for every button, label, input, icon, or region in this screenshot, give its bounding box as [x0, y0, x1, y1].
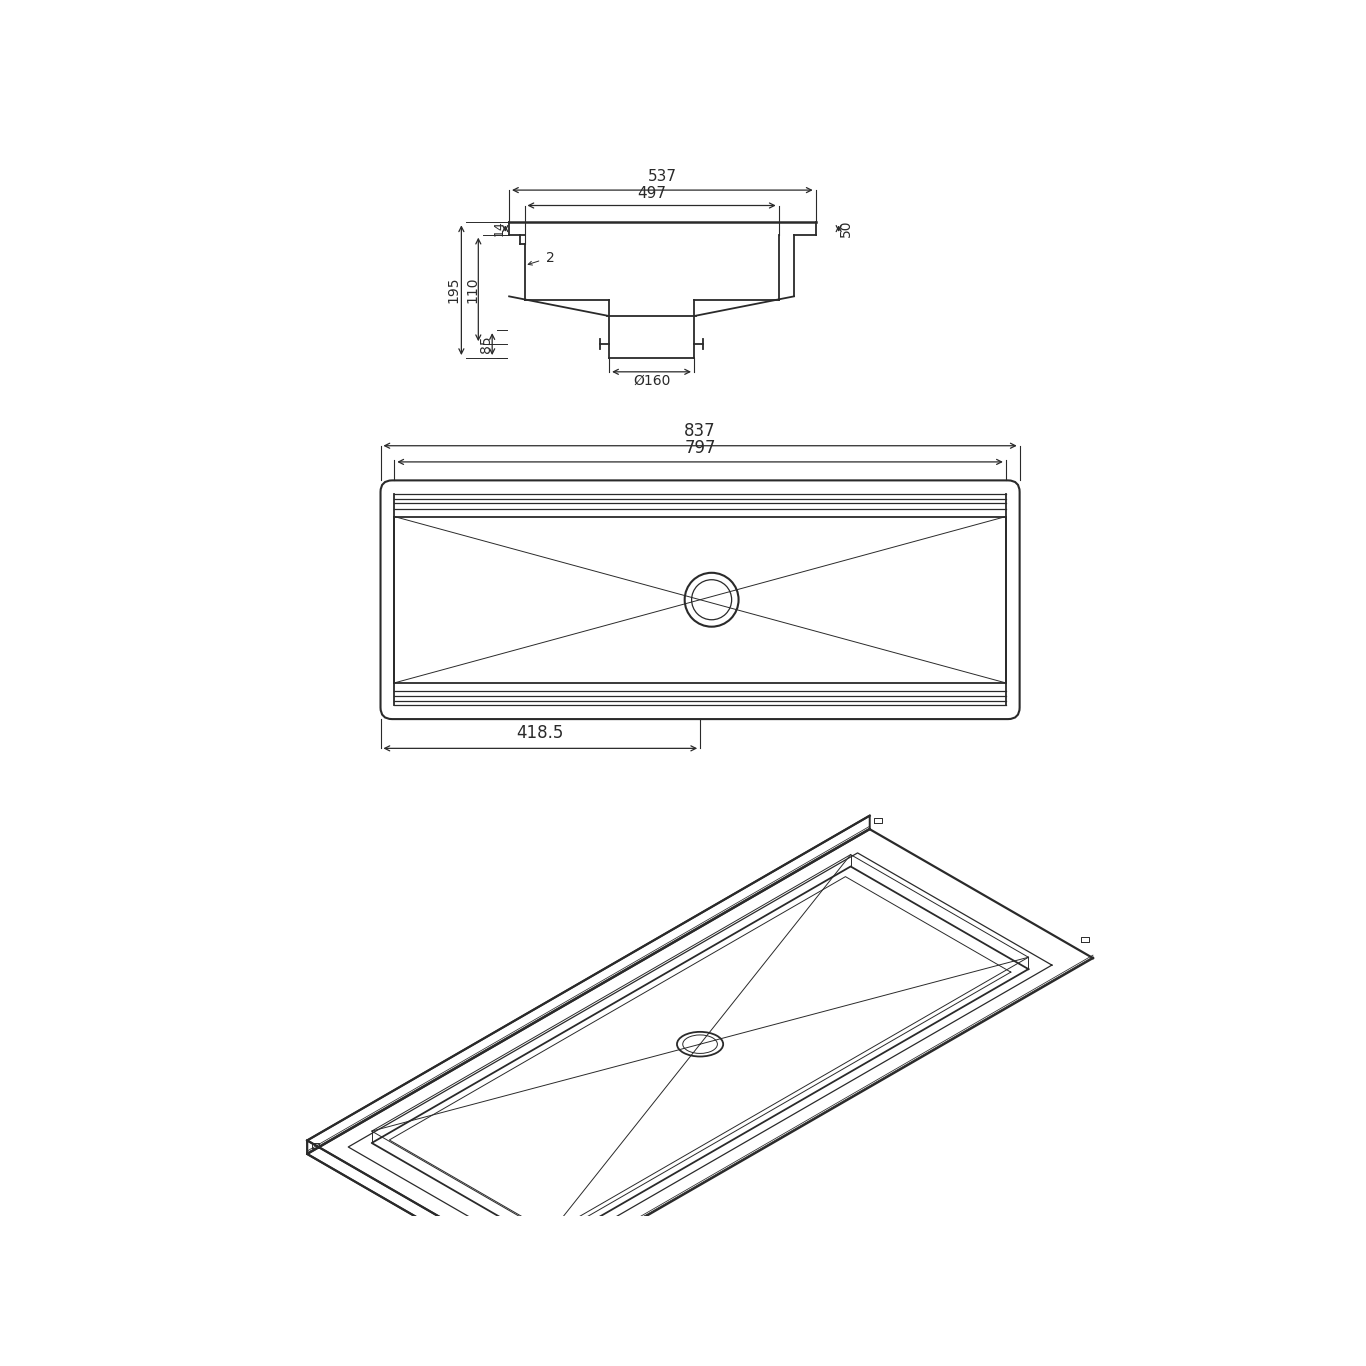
Text: 110: 110	[466, 276, 479, 303]
Text: 14: 14	[493, 221, 505, 236]
Text: 2: 2	[546, 251, 555, 265]
Text: 497: 497	[637, 186, 667, 201]
Text: 797: 797	[684, 440, 716, 458]
Text: Ø160: Ø160	[632, 373, 671, 387]
Text: 50: 50	[839, 220, 854, 238]
Text: 418.5: 418.5	[516, 724, 564, 742]
Text: 837: 837	[684, 422, 716, 440]
Text: 195: 195	[447, 277, 460, 303]
Text: 537: 537	[647, 169, 676, 184]
Text: 85: 85	[479, 335, 493, 352]
